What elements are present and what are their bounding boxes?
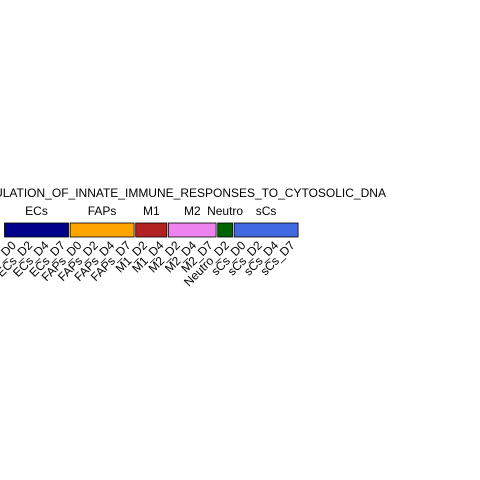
column-labels: ECs_D0ECs_D2ECs_D4ECs_D7FAPs_D0FAPs_D2FA…: [0, 238, 298, 289]
group-label-ecs: ECs: [25, 204, 48, 218]
group-label-neutro: Neutro: [207, 204, 243, 218]
group-label-m2: M2: [184, 204, 201, 218]
group-bar-ecs: [4, 222, 69, 238]
group-label-scs: sCs: [256, 204, 277, 218]
group-bar-scs: [233, 222, 299, 238]
group-bar-m2: [168, 222, 217, 238]
group-label-faps: FAPs: [88, 204, 117, 218]
group-bar-faps: [69, 222, 135, 238]
group-bar-m1: [135, 222, 168, 238]
group-label-m1: M1: [143, 204, 160, 218]
group-annotations: ECs FAPs M1 M2 Neutro sCs: [4, 204, 299, 238]
chart-title: REGULATION_OF_INNATE_IMMUNE_RESPONSES_TO…: [0, 186, 386, 200]
group-bar-neutro: [217, 222, 233, 238]
